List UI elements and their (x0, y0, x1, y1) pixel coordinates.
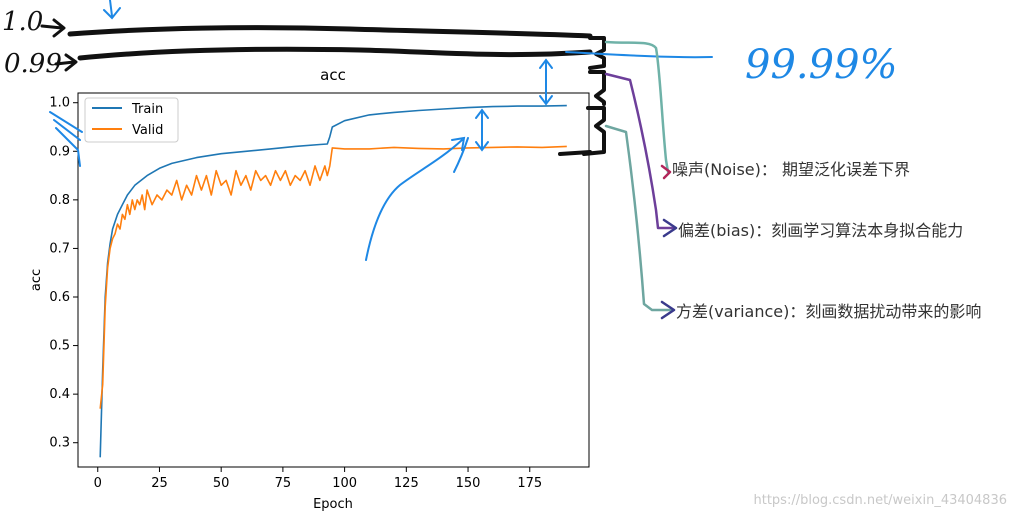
connector-noise (604, 40, 670, 174)
x-tick-label: 50 (213, 476, 230, 491)
blue-scribble-2 (453, 137, 469, 173)
variance-label: 方差(variance)：刻画数据扰动带来的影响 (676, 302, 982, 321)
x-tick-label: 25 (151, 476, 168, 491)
hand-arrow-0-99 (54, 53, 78, 72)
y-tick-label: 0.6 (49, 290, 70, 305)
hand-label-0-99: 0.99 (4, 49, 62, 79)
hand-label-1-0: 1.0 (2, 7, 43, 37)
legend-label-train: Train (131, 102, 163, 117)
watermark: https://blog.csdn.net/weixin_43404836 (753, 493, 1007, 508)
y-tick-label: 0.5 (49, 339, 70, 354)
x-tick-label: 100 (332, 476, 357, 491)
x-tick-label: 75 (275, 476, 292, 491)
y-tick-label: 1.0 (49, 96, 70, 111)
legend-label-valid: Valid (132, 123, 163, 138)
connector-variance (604, 124, 674, 312)
bias-label: 偏差(bias)：刻画学习算法本身拟合能力 (678, 221, 964, 240)
x-axis-label: Epoch (313, 497, 353, 512)
plot-area (77, 92, 590, 468)
arrowhead-variance (660, 300, 676, 320)
noise-label: 噪声(Noise)： 期望泛化误差下界 (672, 160, 910, 179)
connector-bias (604, 72, 676, 230)
hand-brace-2 (588, 70, 606, 106)
series-layer (99, 104, 567, 458)
handwritten-markup: 1.0 0.99 (2, 7, 606, 156)
hand-brace-3 (582, 106, 606, 156)
blue-markup: 99.99% (49, 0, 898, 261)
hand-line-valid-level (558, 150, 592, 156)
x-tick-label: 150 (456, 476, 481, 491)
legend: Train Valid (84, 97, 179, 143)
x-tick-label: 175 (517, 476, 542, 491)
chart-title: acc (320, 66, 346, 84)
arrowhead-noise (660, 164, 672, 180)
blue-gap-arrow-2 (475, 108, 489, 152)
hand-line-top (67, 25, 593, 39)
x-tick-label: 0 (94, 476, 102, 491)
y-tick-label: 0.7 (49, 241, 70, 256)
blue-line-99 (565, 51, 713, 59)
blue-scribble-left (49, 111, 83, 167)
connector-lines (604, 40, 678, 320)
y-tick-label: 0.9 (49, 144, 70, 159)
blue-gap-arrow-1 (539, 58, 553, 106)
series-line-valid (99, 145, 567, 409)
series-line-train (99, 104, 567, 458)
arrowhead-bias (662, 218, 678, 238)
y-axis-label: acc (29, 269, 44, 291)
hand-arrow-1-0 (40, 18, 66, 38)
hand-line-099 (77, 46, 593, 61)
y-tick-label: 0.4 (49, 387, 70, 402)
blue-top-arrow (103, 0, 121, 20)
x-tick-label: 125 (394, 476, 419, 491)
axis-ticks: 0 25 50 75 100 125 150 175 0.3 0.4 0.5 0.6 0.7 0.8 0.9… (49, 96, 542, 491)
hand-label-percent: 99.99% (745, 42, 898, 88)
blue-scribble-1 (365, 136, 466, 261)
y-tick-label: 0.3 (49, 436, 70, 451)
y-tick-label: 0.8 (49, 193, 70, 208)
